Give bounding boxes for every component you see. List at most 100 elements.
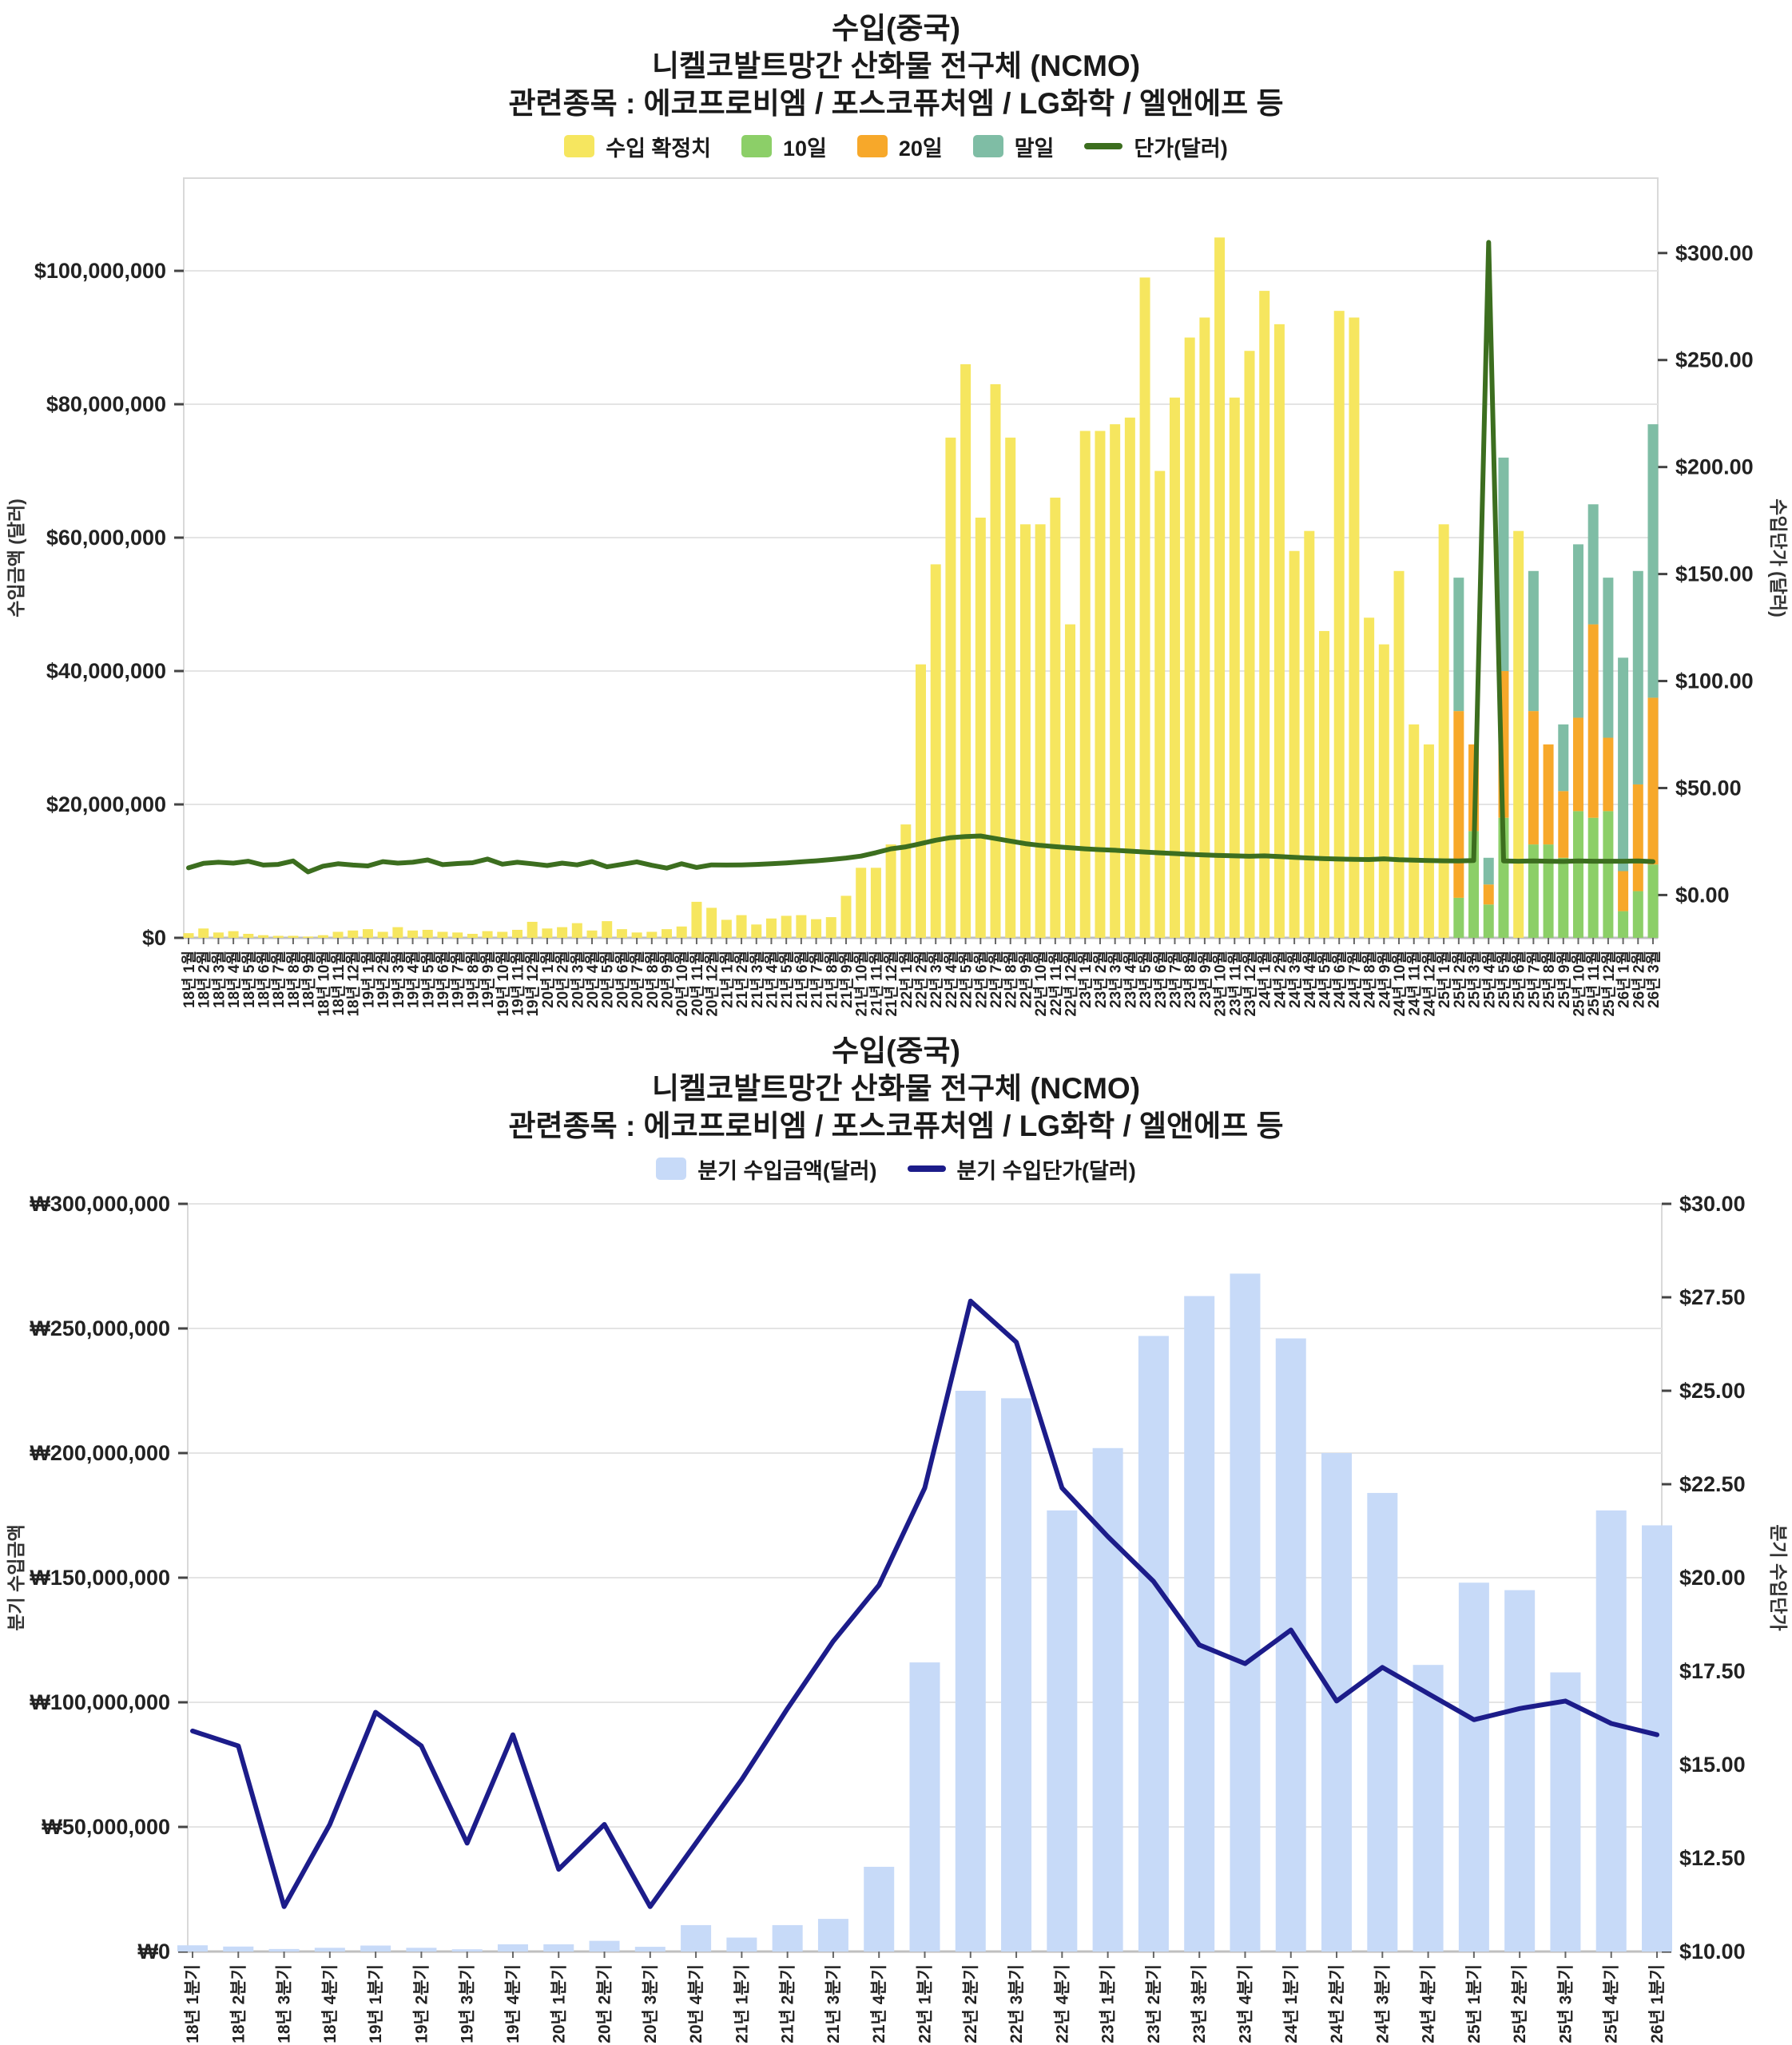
- monthly-legend-swatch-box-icon: [741, 135, 772, 157]
- monthly-x-tick-label: 22년 4월: [943, 951, 960, 1008]
- quarterly-y-right-tick-label: $30.00: [1679, 1192, 1746, 1216]
- monthly-x-tick-label: 19년 6월: [435, 951, 452, 1008]
- monthly-bar-segment: [751, 924, 762, 938]
- monthly-x-tick-label: 22년 6월: [972, 951, 990, 1008]
- monthly-legend-item-4[interactable]: 단가(달러): [1084, 131, 1228, 162]
- quarterly-x-tick-label: 23년 4분기: [1236, 1964, 1254, 2043]
- quarterly-bar-segment: [864, 1866, 895, 1952]
- monthly-legend-swatch-box-icon: [856, 135, 888, 157]
- quarterly-bar-segment: [1092, 1447, 1123, 1952]
- quarterly-title-line1: 수입(중국): [832, 1034, 960, 1067]
- monthly-bar-segment: [1244, 351, 1255, 938]
- quarterly-y-right-tick-label: $12.50: [1679, 1846, 1746, 1870]
- monthly-bar-segment: [1005, 437, 1016, 938]
- quarterly-x-tick-label: 21년 3분기: [824, 1964, 843, 2043]
- monthly-x-tick-label: 19년 8월: [464, 951, 482, 1008]
- quarterly-x-tick-label: 23년 1분기: [1099, 1964, 1118, 2043]
- monthly-y-left-tick-label: $100,000,000: [34, 259, 166, 283]
- monthly-bar-segment: [467, 933, 478, 938]
- monthly-x-tick-label: 24년 5월: [1317, 951, 1334, 1008]
- monthly-x-tick-label: 19년 9월: [479, 951, 497, 1008]
- monthly-bar-segment: [243, 933, 254, 938]
- monthly-x-tick-label: 25년 9월: [1556, 951, 1573, 1008]
- monthly-bar-segment: [1498, 457, 1509, 672]
- quarterly-legend-item-0[interactable]: 분기 수입금액(달러): [656, 1154, 877, 1185]
- monthly-y-right-tick-label: $150.00: [1675, 562, 1754, 586]
- quarterly-title-line3: 관련종목 : 에코프로비엠 / 포스코퓨처엠 / LG화학 / 엘앤에프 등: [508, 1110, 1284, 1142]
- quarterly-x-tick-label: 21년 4분기: [870, 1964, 888, 2043]
- monthly-x-tick-label: 18년 5월: [240, 951, 258, 1008]
- monthly-x-tick-label: 18년 11월: [330, 951, 348, 1015]
- monthly-x-tick-label: 18년 7월: [270, 951, 288, 1008]
- quarterly-bar-segment: [1642, 1525, 1672, 1952]
- monthly-bar-segment: [975, 517, 986, 938]
- monthly-x-tick-label: 24년 1월: [1257, 951, 1274, 1008]
- monthly-legend-swatch-box-icon: [564, 135, 595, 157]
- monthly-legend-item-3[interactable]: 말일: [972, 131, 1054, 162]
- monthly-bar-segment: [1095, 431, 1106, 938]
- monthly-bar-segment: [721, 919, 732, 938]
- monthly-bar-segment: [1169, 397, 1180, 938]
- monthly-bar-segment: [856, 868, 867, 938]
- quarterly-x-tick-label: 20년 4분기: [687, 1964, 705, 2043]
- monthly-legend-item-1[interactable]: 10일: [741, 131, 827, 162]
- quarterly-y-left-tick-label: ₩50,000,000: [42, 1815, 170, 1839]
- quarterly-bar-segment: [268, 1948, 300, 1952]
- monthly-x-tick-label: 23년 12월: [1242, 951, 1259, 1017]
- monthly-bar-segment: [377, 931, 388, 938]
- quarterly-y-right-tick-label: $20.00: [1679, 1566, 1746, 1590]
- quarterly-bar-segment: [451, 1949, 483, 1952]
- monthly-x-tick-label: 23년 5월: [1137, 951, 1154, 1008]
- quarterly-x-tick-label: 23년 3분기: [1190, 1964, 1209, 2043]
- quarterly-x-tick-label: 18년 2분기: [229, 1964, 248, 2043]
- quarterly-x-tick-label: 21년 2분기: [779, 1964, 797, 2043]
- monthly-x-tick-label: 22년 9월: [1017, 951, 1035, 1008]
- monthly-y-right-tick-label: $50.00: [1675, 776, 1742, 800]
- monthly-x-tick-label: 22년 8월: [1003, 951, 1020, 1008]
- monthly-bar-segment: [497, 931, 508, 938]
- quarterly-x-tick-label: 25년 4분기: [1603, 1964, 1621, 2043]
- monthly-bar-segment: [885, 844, 896, 938]
- monthly-x-tick-label: 26년 2월: [1630, 951, 1647, 1008]
- monthly-bar-segment: [1647, 864, 1659, 938]
- monthly-bar-segment: [1453, 711, 1464, 898]
- quarterly-x-axis: 18년 1분기 18년 2분기 18년 3분기 18년 4분기 19년 1분기 19년 2…: [184, 1952, 1667, 2043]
- quarterly-y-left-tick-label: ₩150,000,000: [30, 1566, 170, 1590]
- monthly-bar-segment: [1587, 817, 1599, 938]
- monthly-bar-segment: [1647, 424, 1659, 698]
- monthly-x-tick-label: 20년 11월: [689, 951, 706, 1015]
- monthly-bar-segment: [1558, 791, 1569, 858]
- monthly-y-left-tick-label: $80,000,000: [46, 392, 166, 416]
- monthly-x-tick-label: 24년 3월: [1286, 951, 1304, 1008]
- monthly-legend-item-0[interactable]: 수입 확정치: [564, 131, 711, 162]
- quarterly-bar-segment: [909, 1662, 940, 1952]
- monthly-x-tick-label: 18년 4월: [225, 951, 243, 1008]
- monthly-x-tick-label: 22년 7월: [987, 951, 1005, 1008]
- monthly-bar-segment: [1409, 724, 1420, 938]
- monthly-bar-segment: [1618, 911, 1629, 938]
- quarterly-legend-swatch-box-icon: [656, 1158, 687, 1180]
- monthly-y-right-axis: $0.00 $50.00 $100.00 $150.00 $200.00 $250.00 $…: [1658, 241, 1754, 907]
- quarterly-legend-item-1[interactable]: 분기 수입단가(달러): [907, 1154, 1136, 1185]
- monthly-x-tick-label: 24년 6월: [1331, 951, 1349, 1008]
- quarterly-y-left-axis-title: 분기 수입금액: [6, 1524, 26, 1630]
- monthly-bar-segment: [1289, 550, 1300, 938]
- monthly-x-tick-label: 25년 3월: [1466, 951, 1484, 1008]
- monthly-x-tick-label: 23년 3월: [1107, 951, 1125, 1008]
- monthly-legend-item-2[interactable]: 20일: [856, 131, 943, 162]
- monthly-x-tick-label: 21년 12월: [883, 951, 900, 1017]
- quarterly-bar-segment: [589, 1940, 620, 1952]
- monthly-bar-segment: [990, 383, 1001, 938]
- monthly-x-tick-label: 25년 6월: [1511, 951, 1528, 1008]
- monthly-bar-segment: [1333, 311, 1345, 938]
- monthly-bar-segment: [183, 933, 194, 938]
- quarterly-x-tick-label: 18년 1분기: [184, 1964, 202, 2043]
- quarterly-x-tick-label: 18년 3분기: [276, 1964, 294, 2043]
- monthly-x-tick-label: 19년 11월: [509, 951, 526, 1015]
- monthly-bar-segment: [198, 928, 209, 938]
- quarterly-chart-title: 수입(중국) 니켈코발트망간 산화물 전구체 (NCMO) 관련종목 : 에코프…: [0, 1022, 1792, 1145]
- monthly-bar-segment: [407, 930, 419, 938]
- quarterly-y-left-tick-label: ₩300,000,000: [30, 1192, 170, 1216]
- monthly-x-tick-label: 24년 12월: [1420, 951, 1438, 1017]
- monthly-x-tick-label: 23년 9월: [1197, 951, 1214, 1008]
